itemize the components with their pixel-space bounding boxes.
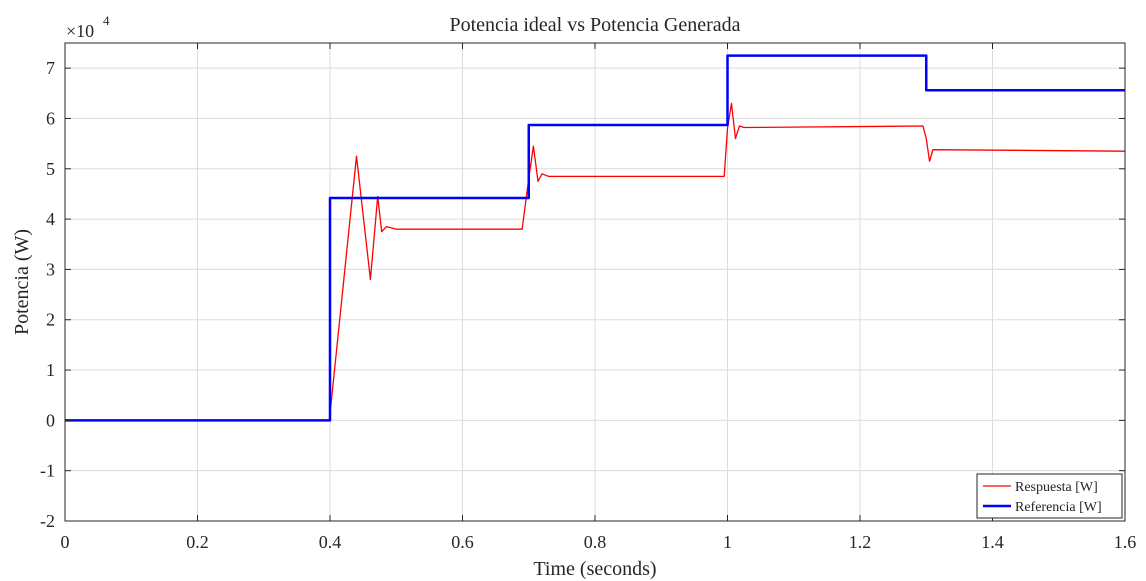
chart-title: Potencia ideal vs Potencia Generada xyxy=(450,14,741,36)
series-layer xyxy=(65,54,1126,422)
legend-box xyxy=(976,473,1123,519)
y-tick-label: -1 xyxy=(40,461,55,481)
legend: Respuesta [W] Referencia [W] xyxy=(976,473,1123,519)
y-axis-exponent: ×10 4 xyxy=(66,13,110,41)
legend-entry: Referencia [W] xyxy=(1015,500,1102,515)
x-tick-label: 0 xyxy=(61,532,70,552)
y-tick-label: 7 xyxy=(46,58,55,78)
y-exponent-power: 4 xyxy=(103,13,110,28)
x-axis-ticks: 0 0.2 0.4 0.6 0.8 1 1.2 1.4 1.6 xyxy=(61,43,1137,552)
x-tick-label: 1.2 xyxy=(849,532,872,552)
y-tick-label: 6 xyxy=(46,108,55,128)
y-axis-label: Potencia (W) xyxy=(11,229,33,335)
x-tick-label: 1 xyxy=(723,532,732,552)
y-tick-label: 0 xyxy=(46,410,55,430)
x-tick-label: 0.4 xyxy=(319,532,342,552)
y-tick-label: 3 xyxy=(46,259,55,279)
y-tick-label: 5 xyxy=(46,159,55,179)
x-tick-label: 1.4 xyxy=(981,532,1004,552)
y-tick-label: 4 xyxy=(46,209,55,229)
x-axis-label: Time (seconds) xyxy=(533,558,656,580)
legend-entry: Respuesta [W] xyxy=(1015,480,1098,495)
series-line-respuesta xyxy=(65,102,1126,422)
series-line-referencia xyxy=(65,54,1125,422)
y-tick-label: 1 xyxy=(46,360,55,380)
y-exponent-base: ×10 xyxy=(66,21,94,41)
x-tick-label: 0.6 xyxy=(451,532,474,552)
y-tick-label: 2 xyxy=(46,310,55,330)
x-tick-label: 1.6 xyxy=(1114,532,1137,552)
y-axis-ticks: -2 -1 0 1 2 3 4 5 6 7 xyxy=(40,58,1125,531)
y-tick-label: -2 xyxy=(40,511,55,531)
x-tick-label: 0.2 xyxy=(186,532,209,552)
x-tick-label: 0.8 xyxy=(584,532,607,552)
